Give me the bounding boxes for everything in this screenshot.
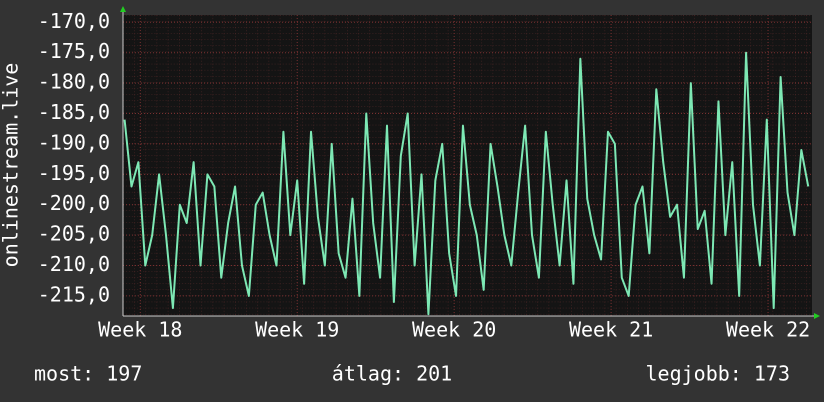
- footer-best: legjobb: 173: [646, 362, 791, 386]
- y-tick-label: -200,0: [38, 191, 110, 215]
- x-tick-label: Week 18: [98, 318, 182, 342]
- minor-grid: [123, 15, 812, 316]
- y-tick-label: -190,0: [38, 130, 110, 154]
- y-tick-label: -215,0: [38, 282, 110, 306]
- x-tick-label: Week 19: [255, 318, 339, 342]
- y-tick-label: -175,0: [38, 39, 110, 63]
- footer-average: átlag: 201: [332, 362, 452, 386]
- axis-arrow: [120, 6, 126, 12]
- y-tick-label: -170,0: [38, 9, 110, 33]
- y-tick-label: -205,0: [38, 222, 110, 246]
- axis-arrow: [814, 313, 820, 319]
- y-tick-label: -210,0: [38, 252, 110, 276]
- x-tick-label: Week 20: [412, 318, 496, 342]
- y-tick-label: -195,0: [38, 161, 110, 185]
- y-axis-label: onlinestream.live: [0, 63, 23, 268]
- marks: [123, 51, 810, 316]
- grid: [123, 15, 812, 316]
- x-tick-label: Week 22: [726, 318, 810, 342]
- y-tick-label: -185,0: [38, 100, 110, 124]
- y-tick-label: -180,0: [38, 70, 110, 94]
- footer-current: most: 197: [34, 362, 142, 386]
- data-line: [123, 51, 810, 316]
- x-tick-label: Week 21: [569, 318, 653, 342]
